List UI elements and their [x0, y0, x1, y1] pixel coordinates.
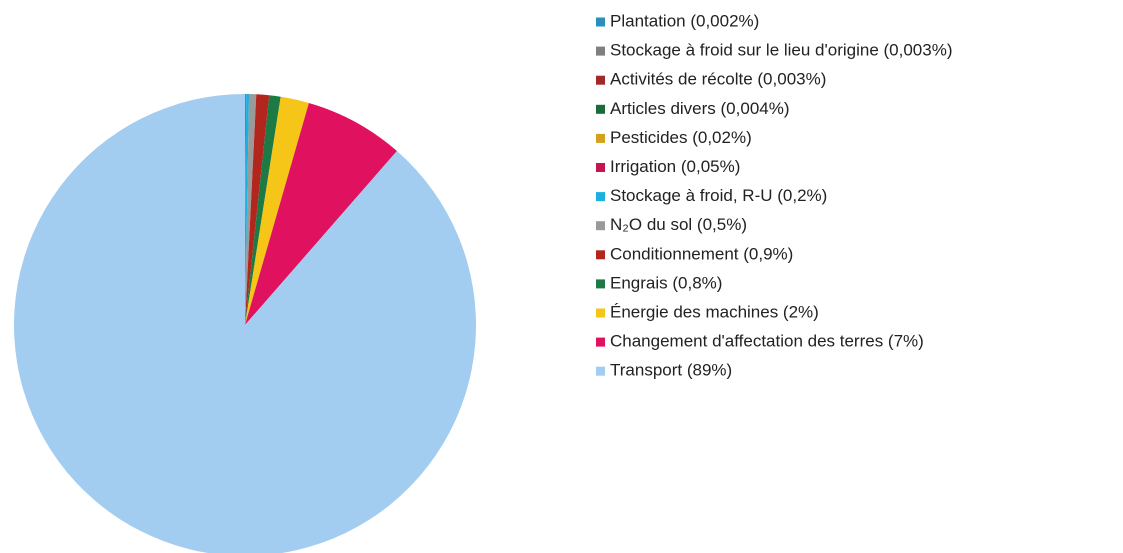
- legend-swatch: [596, 75, 605, 85]
- pie-slice: [245, 94, 257, 325]
- legend-label: Pesticides (0,02%): [610, 128, 752, 147]
- legend-label: Articles divers (0,004%): [610, 99, 790, 118]
- legend-swatch: [596, 104, 605, 114]
- legend-swatch: [596, 17, 605, 27]
- legend-swatch: [596, 279, 605, 289]
- legend-swatch: [596, 337, 605, 347]
- legend-swatch: [596, 163, 605, 172]
- pie-slice: [245, 94, 247, 326]
- legend-label: Stockage à froid, R-U (0,2%): [610, 186, 827, 205]
- pie-slice: [245, 103, 397, 325]
- legend-label: N₂O du sol (0,5%): [610, 215, 747, 234]
- pie-slice: [14, 94, 476, 553]
- legend-swatch: [596, 250, 605, 260]
- legend-swatch: [596, 46, 605, 56]
- legend-label: Changement d'affectation des terres (7%): [610, 332, 924, 351]
- legend-label: Irrigation (0,05%): [610, 157, 740, 176]
- pie-slice: [245, 94, 250, 325]
- legend-swatch: [596, 308, 605, 318]
- legend-swatch: [596, 133, 605, 143]
- legend-swatch: [596, 366, 605, 376]
- legend-swatch: [596, 192, 605, 202]
- legend-label: Énergie des machines (2%): [610, 302, 819, 321]
- legend-label: Conditionnement (0,9%): [610, 244, 793, 263]
- legend-label: Activités de récolte (0,003%): [610, 70, 826, 89]
- legend-label: Transport (89%): [610, 361, 732, 380]
- legend-swatch: [596, 221, 605, 231]
- pie-slice: [245, 96, 309, 326]
- pie-slice: [245, 94, 270, 325]
- legend-label: Engrais (0,8%): [610, 273, 722, 292]
- legend-label: Stockage à froid sur le lieu d'origine (…: [610, 41, 953, 60]
- legend-label: Plantation (0,002%): [610, 11, 759, 30]
- pie-slice: [245, 95, 281, 325]
